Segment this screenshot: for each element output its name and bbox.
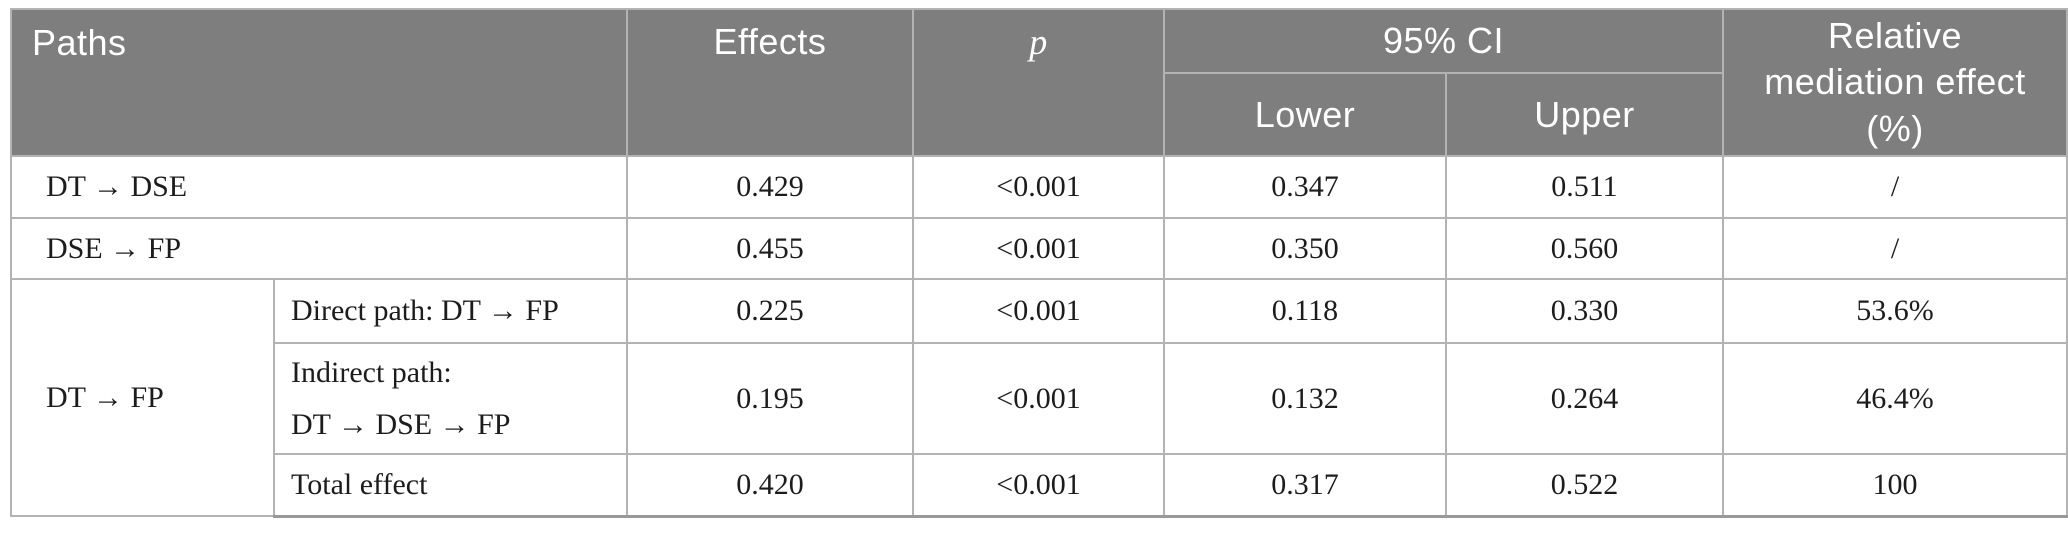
relative-effect-cell: / [1722, 155, 2068, 219]
col-header-relative-mediation-effect: Relative mediation effect (%) [1722, 8, 2068, 157]
relative-effect-cell: 100 [1722, 453, 2068, 518]
table-header: Paths Effects p 95% CI Relative mediatio… [10, 8, 2068, 157]
ci-upper-cell: 0.522 [1445, 453, 1724, 518]
ci-upper-cell: 0.511 [1445, 155, 1724, 219]
effect-cell: 0.420 [626, 453, 914, 518]
relative-effect-cell: / [1722, 217, 2068, 280]
path-cell: DT → DSE [10, 155, 628, 219]
p-cell: <0.001 [912, 342, 1165, 455]
relative-effect-cell: 46.4% [1722, 342, 2068, 455]
indirect-path-line-1: Indirect path: [291, 355, 452, 389]
effect-cell: 0.455 [626, 217, 914, 280]
header-row-2: Lower Upper [11, 72, 2067, 157]
path-cell: DSE → FP [10, 217, 628, 280]
col-header-effects: Effects [626, 8, 914, 157]
p-cell: <0.001 [912, 453, 1165, 518]
header-row-1: Paths Effects p 95% CI Relative mediatio… [10, 8, 2068, 157]
relative-header-line-1: Relative [1827, 15, 1963, 57]
path-group-cell: DT → FP [10, 278, 275, 517]
relative-effect-cell: 53.6% [1722, 278, 2068, 344]
p-cell: <0.001 [912, 155, 1165, 219]
p-cell: <0.001 [912, 278, 1165, 344]
table-row-total-effect: Total effect 0.420 <0.001 0.317 0.522 10… [11, 453, 2068, 518]
col-header-95ci: 95% CI [1163, 8, 1724, 74]
sub-path-cell: Total effect [273, 453, 628, 518]
ci-upper-cell: 0.264 [1445, 342, 1724, 455]
col-header-ci-lower: Lower [1163, 72, 1447, 157]
ci-lower-cell: 0.132 [1163, 342, 1447, 455]
col-header-p: p [912, 8, 1165, 157]
effect-cell: 0.429 [626, 155, 914, 219]
col-header-paths: Paths [10, 8, 628, 157]
ci-upper-cell: 0.330 [1445, 278, 1724, 344]
col-header-ci-upper: Upper [1445, 72, 1724, 157]
indirect-path-line-2: DT → DSE → FP [291, 407, 511, 441]
table-body: DT → DSE 0.429 <0.001 0.347 0.511 / DSE … [10, 155, 2068, 518]
mediation-effects-table: Paths Effects p 95% CI Relative mediatio… [10, 8, 2068, 518]
ci-lower-cell: 0.350 [1163, 217, 1447, 280]
table-row-dt-dse: DT → DSE 0.429 <0.001 0.347 0.511 / [10, 155, 2068, 219]
sub-path-cell: Direct path: DT → FP [273, 278, 628, 344]
relative-header-line-3: (%) [1866, 107, 1924, 149]
table-row-direct-path: DT → FP Direct path: DT → FP 0.225 <0.00… [10, 278, 2068, 517]
sub-path-cell: Indirect path: DT → DSE → FP [273, 342, 628, 455]
ci-lower-cell: 0.317 [1163, 453, 1447, 518]
relative-header-line-2: mediation effect [1764, 61, 2026, 103]
table-row-dse-fp: DSE → FP 0.455 <0.001 0.350 0.560 / [10, 217, 2068, 280]
ci-lower-cell: 0.347 [1163, 155, 1447, 219]
ci-lower-cell: 0.118 [1163, 278, 1447, 344]
effect-cell: 0.195 [626, 342, 914, 455]
table-row-indirect-path: Indirect path: DT → DSE → FP 0.195 <0.00… [11, 342, 2068, 455]
effect-cell: 0.225 [626, 278, 914, 344]
ci-upper-cell: 0.560 [1445, 217, 1724, 280]
p-cell: <0.001 [912, 217, 1165, 280]
